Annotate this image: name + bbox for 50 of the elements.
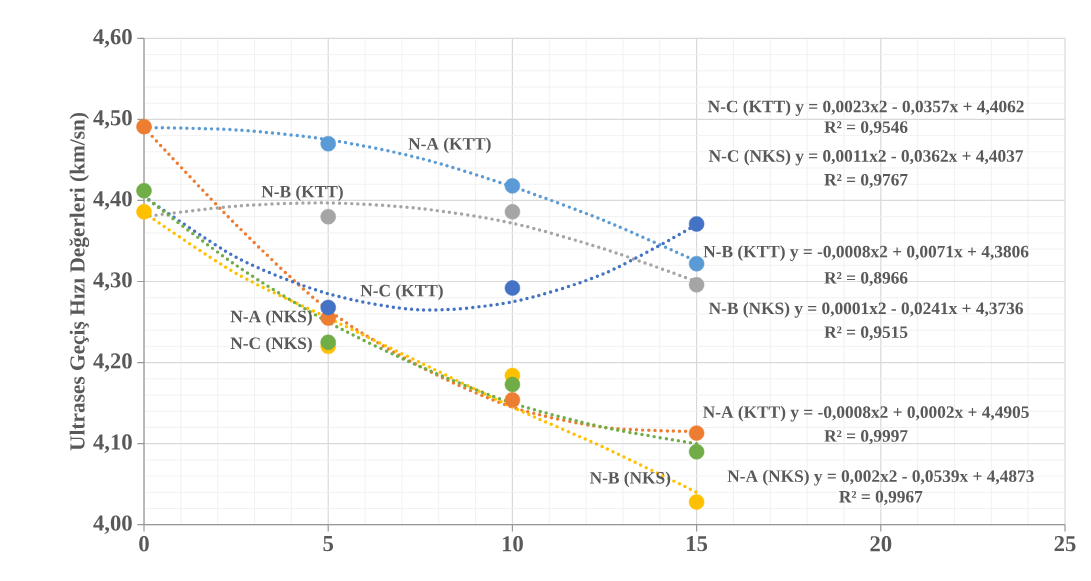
annotation: R² = 0,9546: [824, 121, 908, 136]
y-tick-label: 4,60: [93, 29, 132, 48]
annotation: R² = 0,8966: [824, 271, 908, 287]
point: [320, 334, 336, 351]
y-tick-label: 4,00: [93, 515, 132, 535]
y-tick-label: 4,50: [93, 110, 132, 129]
annotation: R² = 0,9967: [839, 490, 923, 506]
point: [320, 135, 336, 152]
x-tick-label: 15: [687, 536, 708, 552]
point: [688, 216, 705, 232]
point: [136, 204, 152, 220]
y-tick-label: 4,30: [93, 272, 132, 291]
annotation: N-C (NKS) y = 0,0011x2 - 0,0362x + 4,4037: [708, 149, 1024, 166]
series-label: N-C (KTT): [360, 284, 443, 300]
point: [320, 208, 336, 225]
y-tick-label: 4,20: [93, 353, 132, 372]
point: [136, 118, 152, 135]
point: [320, 299, 336, 316]
point: [504, 376, 521, 393]
x-tick-label: 10: [502, 536, 523, 552]
x-tick-label: 25: [1054, 536, 1076, 552]
annotation: R² = 0,9515: [824, 326, 908, 341]
point: [504, 280, 521, 296]
x-tick-label: 5: [323, 536, 334, 552]
point: [688, 425, 705, 441]
annotation: N-A (KTT) y = -0,0008x2 + 0,0002x + 4,4905: [703, 405, 1029, 422]
y-tick-label: 4,10: [93, 434, 132, 453]
x-tick-label: 20: [870, 536, 892, 552]
point: [688, 255, 705, 272]
y-tick-label: 4,40: [93, 191, 132, 210]
point: [504, 178, 521, 194]
point: [504, 204, 521, 220]
y-axis-title: Ultrases Geçiş Hızı Değerleri (km/sn): [69, 113, 90, 451]
annotation: N-C (KTT) y = 0,0023x2 - 0,0357x + 4,4062: [707, 100, 1024, 116]
annotation: N-A (NKS) y = 0,002x2 - 0,0539x + 4,4873: [727, 469, 1034, 486]
point: [136, 183, 152, 199]
series-label: N-A (KTT): [408, 137, 491, 154]
series-label: N-A (NKS): [230, 310, 312, 326]
annotation: R² = 0,9767: [824, 173, 908, 189]
point: [688, 277, 705, 293]
x-tick-label: 0: [139, 536, 149, 552]
point: [688, 444, 705, 460]
annotation: N-B (NKS) y = 0,0001x2 - 0,0241x + 4,3736: [708, 302, 1023, 318]
series-label: N-B (KTT): [261, 185, 343, 202]
annotation: N-B (KTT) y = -0,0008x2 + 0,0071x + 4,3806: [703, 245, 1029, 262]
point: [688, 494, 705, 510]
point: [504, 392, 521, 408]
annotation: R² = 0,9997: [824, 430, 908, 445]
series-label: N-C (NKS): [230, 336, 312, 353]
series-label: N-B (NKS): [589, 471, 671, 488]
